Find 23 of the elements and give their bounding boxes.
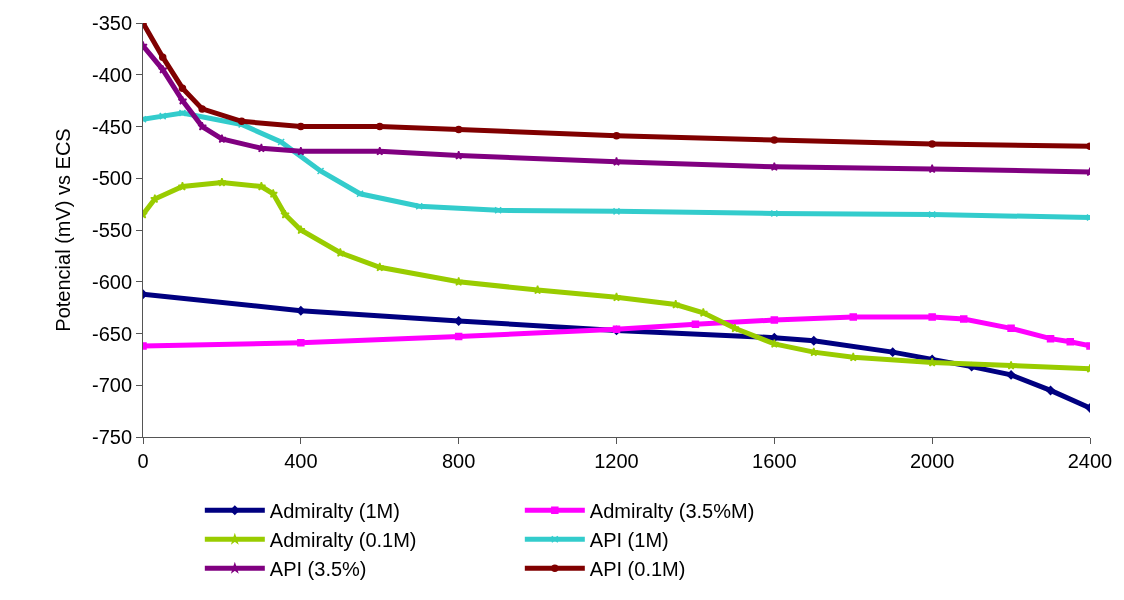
x-tick-label: 400 [284, 450, 318, 472]
x-tick-label: 1600 [752, 450, 797, 472]
y-tick-label: -650 [91, 322, 132, 345]
y-axis-title: Potencial (mV) vs ECS [52, 128, 75, 332]
y-tick-label: -500 [91, 167, 132, 190]
legend-label: API (3.5%) [269, 558, 367, 581]
y-tick-label: -450 [91, 115, 132, 138]
x-tick-label: 2400 [1067, 450, 1113, 472]
y-tick-label: -600 [91, 270, 132, 293]
y-tick-label: -400 [91, 63, 132, 86]
legend-label: API (1M) [589, 529, 669, 552]
y-tick-label: -550 [91, 219, 132, 241]
legend-label: Admiralty (0.1M) [269, 529, 417, 552]
x-tick-label: 0 [137, 450, 149, 472]
x-tick-label: 2000 [909, 450, 955, 472]
x-tick-label: 800 [441, 450, 476, 472]
y-tick-label: -350 [91, 12, 132, 34]
legend-label: Admiralty (1M) [269, 500, 400, 523]
legend-label: Admiralty (3.5%M) [589, 500, 755, 523]
y-tick-label: -700 [91, 374, 132, 397]
x-tick-label: 1200 [594, 450, 639, 472]
legend-label: API (0.1M) [589, 558, 686, 581]
y-tick-label: -750 [91, 426, 132, 448]
